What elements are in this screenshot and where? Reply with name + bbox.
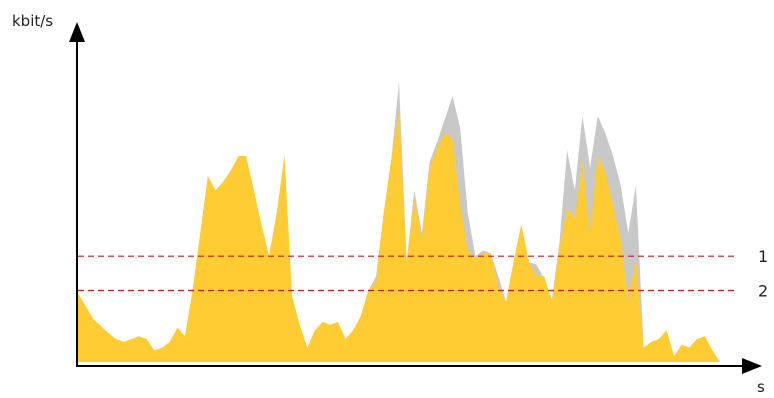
reference-line-label-2: 2 bbox=[758, 282, 768, 301]
y-axis-label: kbit/s bbox=[12, 12, 53, 30]
y-axis-arrow bbox=[69, 22, 85, 42]
area-series-group bbox=[78, 81, 720, 362]
x-axis-arrow bbox=[742, 358, 762, 374]
area-series-2 bbox=[78, 110, 720, 362]
x-axis-label: s bbox=[757, 378, 765, 396]
reference-lines: 12 bbox=[78, 247, 768, 301]
reference-line-label-1: 1 bbox=[758, 247, 768, 266]
